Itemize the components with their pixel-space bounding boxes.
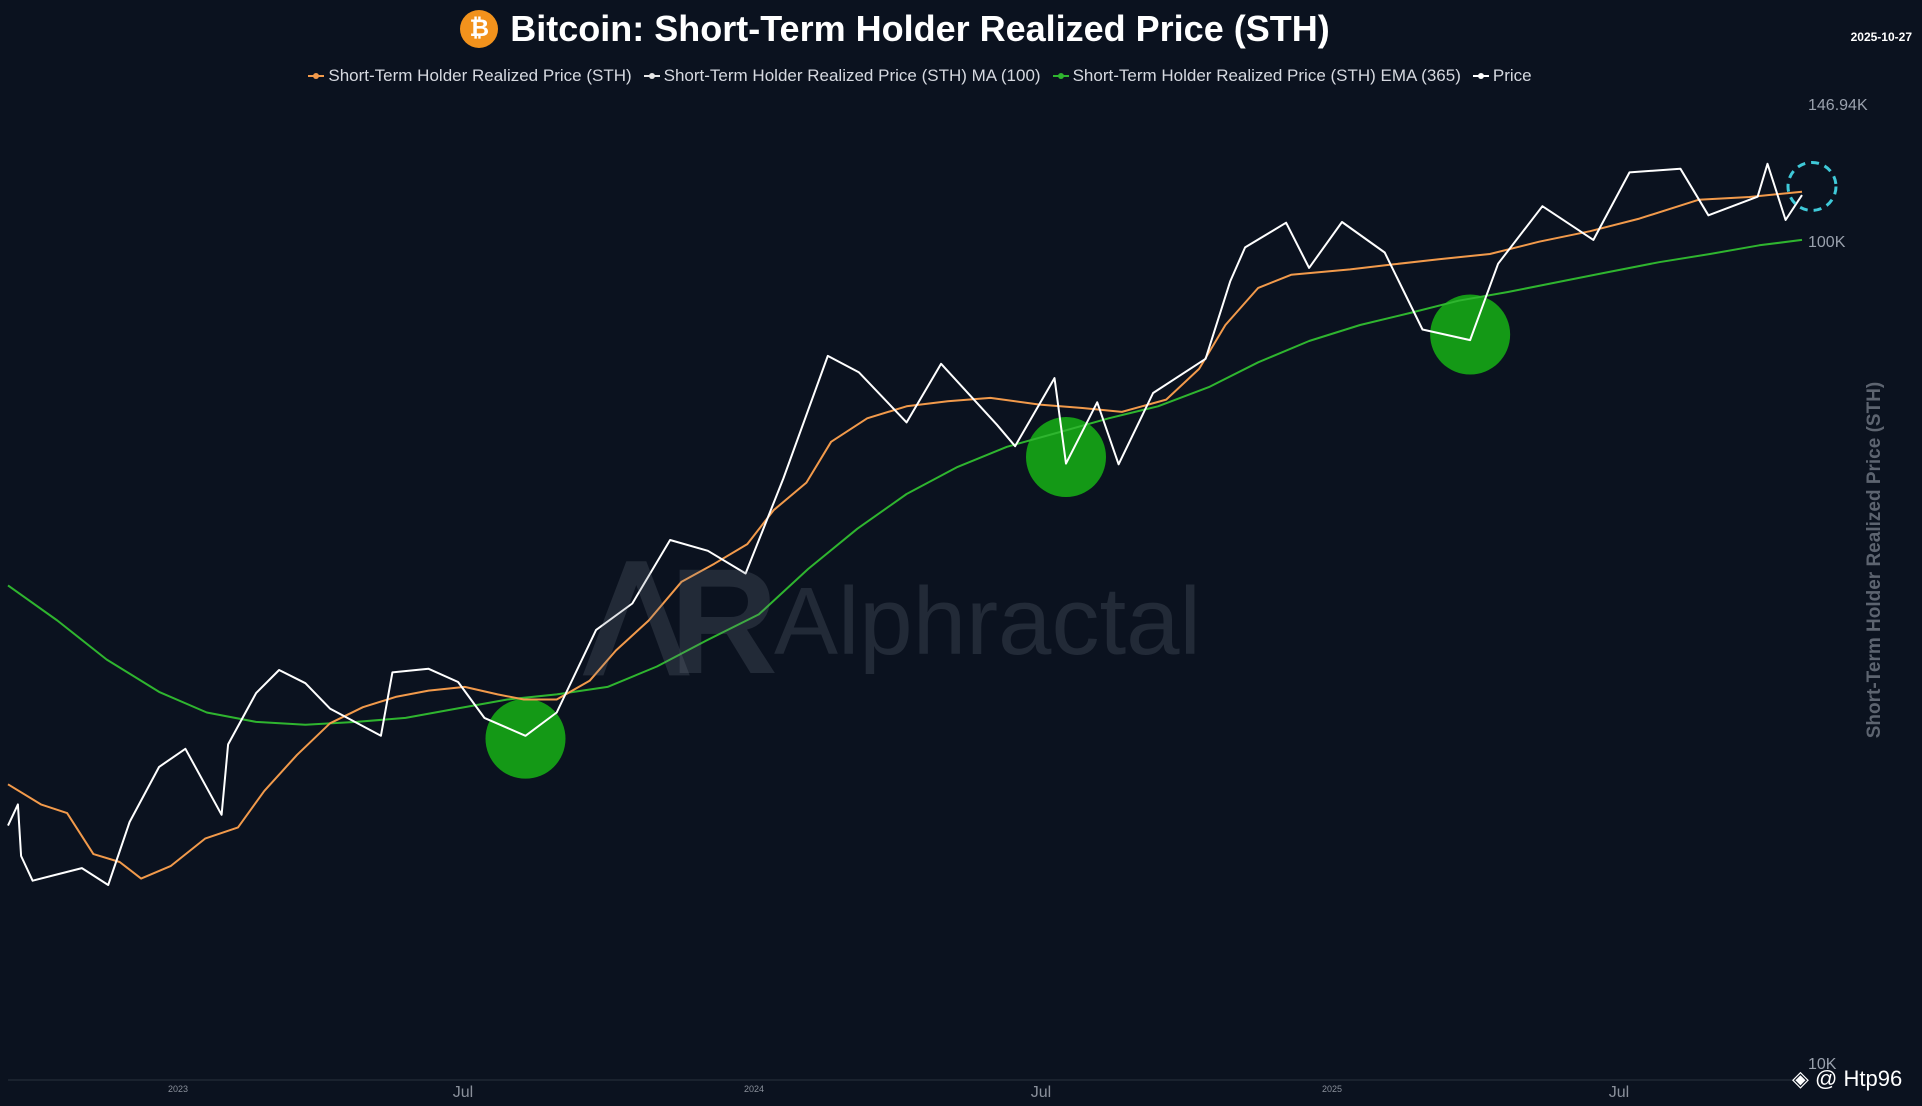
chart-legend: Short-Term Holder Realized Price (STH) Sh…: [0, 66, 1840, 86]
credit: ◈ @ Htp96: [1792, 1066, 1902, 1092]
legend-swatch: [1052, 73, 1069, 79]
watermark: ᐱR Alphractal: [585, 535, 1201, 709]
legend-label: Short-Term Holder Realized Price (STH) M…: [663, 66, 1041, 85]
alphractal-logo-icon: ᐱR: [585, 537, 778, 705]
binance-icon: ◈: [1792, 1066, 1816, 1091]
series-line-ema: [7, 238, 1803, 726]
bitcoin-icon: ₿: [460, 10, 499, 48]
watermark-text: Alphractal: [773, 568, 1201, 675]
credit-text: @ Htp96: [1815, 1066, 1903, 1091]
chart-header: ₿ Bitcoin: Short-Term Holder Realized Pr…: [0, 8, 1790, 50]
x-tick-label: Jul: [1608, 1084, 1630, 1101]
legend-item[interactable]: Short-Term Holder Realized Price (STH) E…: [1052, 66, 1461, 86]
legend-swatch: [643, 73, 660, 79]
legend-label: Short-Term Holder Realized Price (STH) E…: [1072, 66, 1461, 85]
chart-date: 2025-10-27: [1850, 30, 1912, 44]
end-marker-circle: [1786, 160, 1838, 212]
x-tick-label: Jul: [452, 1084, 474, 1101]
highlight-circle: [485, 698, 566, 779]
x-tick-label: 2025: [1321, 1084, 1343, 1094]
y-tick-label: 100K: [1808, 234, 1846, 251]
legend-label: Price: [1492, 66, 1532, 85]
legend-item[interactable]: Short-Term Holder Realized Price (STH): [308, 66, 632, 86]
series-line-sth: [7, 190, 1803, 880]
y-tick-label: 10K: [1808, 1056, 1837, 1073]
legend-item[interactable]: Price: [1472, 66, 1532, 86]
y-axis-label: Short-Term Holder Realized Price (STH): [1864, 381, 1885, 739]
legend-swatch: [1472, 73, 1489, 79]
x-tick-label: 2023: [167, 1084, 189, 1094]
legend-swatch: [308, 73, 325, 79]
legend-item[interactable]: Short-Term Holder Realized Price (STH) M…: [643, 66, 1041, 86]
legend-label: Short-Term Holder Realized Price (STH): [328, 66, 632, 85]
highlight-circle: [1430, 294, 1511, 375]
series-line-price: [7, 162, 1803, 886]
x-tick-label: 2024: [743, 1084, 765, 1094]
x-tick-label: Jul: [1030, 1084, 1052, 1101]
y-tick-label: 146.94K: [1808, 97, 1868, 114]
chart-title: Bitcoin: Short-Term Holder Realized Pric…: [510, 8, 1330, 49]
